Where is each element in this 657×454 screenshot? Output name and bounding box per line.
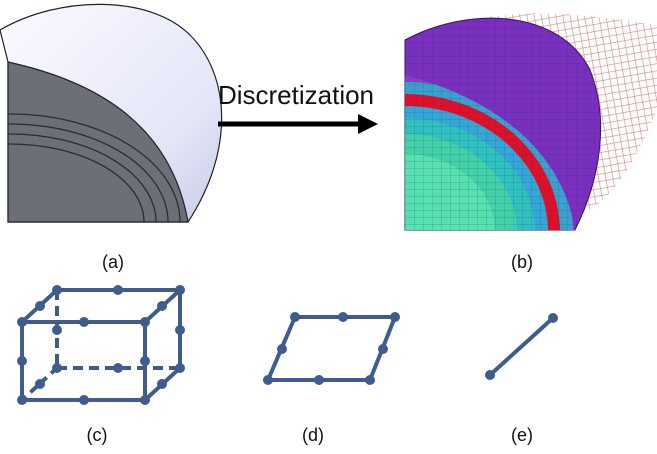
caption-c: (c) [87,425,108,445]
arrow [218,114,378,134]
solid-model [0,4,222,330]
caption-d: (d) [302,425,324,445]
arrow-label: Discretization [218,80,374,110]
caption-a: (a) [102,252,124,272]
caption-b: (b) [511,252,533,272]
mesh-model [237,14,657,382]
line-element [485,313,558,380]
quad-element [263,312,400,385]
figure: Discretization [0,0,657,454]
caption-e: (e) [511,425,533,445]
hexahedron-element [17,285,185,405]
